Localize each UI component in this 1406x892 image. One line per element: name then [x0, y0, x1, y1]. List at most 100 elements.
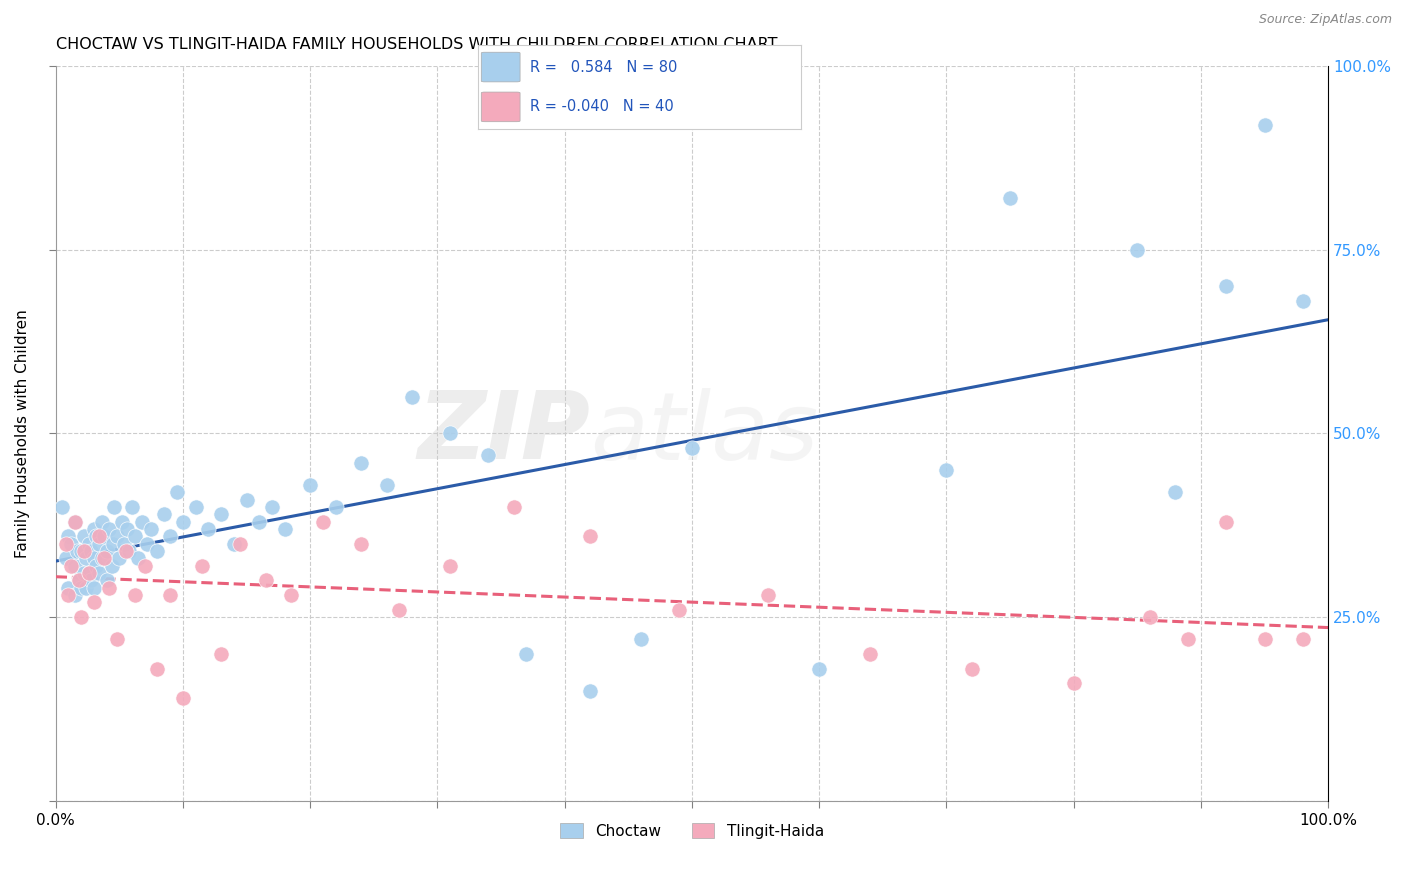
- FancyBboxPatch shape: [481, 53, 520, 82]
- Point: [93, 551, 115, 566]
- Point: [191, 558, 214, 573]
- Point: [1063, 676, 1085, 690]
- Point: [63, 515, 86, 529]
- Point: [63, 515, 86, 529]
- Point: [222, 536, 245, 550]
- Text: atlas: atlas: [591, 388, 818, 479]
- Point: [55, 536, 77, 550]
- Point: [73, 544, 96, 558]
- Point: [100, 558, 122, 573]
- Point: [209, 647, 232, 661]
- Point: [172, 691, 194, 706]
- Point: [153, 508, 176, 522]
- Point: [75, 551, 97, 566]
- Point: [439, 558, 461, 573]
- Point: [1139, 610, 1161, 624]
- Point: [58, 581, 80, 595]
- Point: [146, 662, 169, 676]
- Point: [108, 551, 131, 566]
- Point: [127, 551, 149, 566]
- Point: [1292, 294, 1315, 309]
- Point: [86, 529, 108, 543]
- Point: [280, 588, 302, 602]
- Point: [124, 529, 146, 543]
- Point: [166, 485, 188, 500]
- Point: [87, 566, 110, 580]
- Point: [63, 558, 86, 573]
- Text: R =   0.584   N = 80: R = 0.584 N = 80: [530, 60, 678, 75]
- Point: [1177, 632, 1199, 647]
- Point: [960, 662, 983, 676]
- Point: [350, 536, 373, 550]
- Point: [808, 662, 831, 676]
- Point: [502, 500, 524, 514]
- Point: [274, 522, 297, 536]
- Point: [1215, 515, 1237, 529]
- Point: [73, 566, 96, 580]
- Point: [1215, 279, 1237, 293]
- Point: [75, 581, 97, 595]
- Point: [439, 426, 461, 441]
- Point: [63, 588, 86, 602]
- Point: [477, 449, 499, 463]
- Point: [139, 522, 162, 536]
- Point: [90, 515, 112, 529]
- Point: [375, 478, 398, 492]
- Point: [115, 522, 138, 536]
- Legend: Choctaw, Tlingit-Haida: Choctaw, Tlingit-Haida: [554, 816, 830, 845]
- Point: [96, 574, 118, 588]
- Point: [668, 603, 690, 617]
- Point: [70, 581, 93, 595]
- Point: [66, 544, 89, 558]
- Point: [998, 191, 1021, 205]
- Text: Source: ZipAtlas.com: Source: ZipAtlas.com: [1258, 13, 1392, 27]
- Point: [83, 522, 105, 536]
- Point: [77, 566, 100, 580]
- Point: [299, 478, 322, 492]
- Point: [515, 647, 537, 661]
- Point: [77, 536, 100, 550]
- Point: [235, 492, 257, 507]
- Point: [159, 529, 181, 543]
- Y-axis label: Family Households with Children: Family Households with Children: [15, 309, 30, 558]
- Point: [312, 515, 335, 529]
- Point: [756, 588, 779, 602]
- Point: [114, 544, 136, 558]
- Point: [859, 647, 882, 661]
- Point: [105, 529, 128, 543]
- Point: [935, 463, 957, 477]
- Point: [93, 529, 115, 543]
- Point: [121, 500, 143, 514]
- Point: [325, 500, 347, 514]
- Text: CHOCTAW VS TLINGIT-HAIDA FAMILY HOUSEHOLDS WITH CHILDREN CORRELATION CHART: CHOCTAW VS TLINGIT-HAIDA FAMILY HOUSEHOL…: [56, 37, 778, 53]
- Point: [1292, 632, 1315, 647]
- Point: [146, 544, 169, 558]
- Point: [51, 500, 73, 514]
- Point: [1126, 243, 1149, 257]
- Point: [55, 551, 77, 566]
- Point: [209, 508, 232, 522]
- Point: [67, 574, 90, 588]
- Point: [254, 574, 277, 588]
- Point: [70, 610, 93, 624]
- Text: R = -0.040   N = 40: R = -0.040 N = 40: [530, 99, 673, 114]
- Point: [101, 536, 124, 550]
- Point: [197, 522, 219, 536]
- Point: [90, 551, 112, 566]
- Point: [103, 500, 125, 514]
- Point: [87, 529, 110, 543]
- Point: [86, 558, 108, 573]
- Point: [681, 441, 703, 455]
- Point: [80, 544, 103, 558]
- Point: [59, 536, 82, 550]
- Point: [1253, 118, 1275, 132]
- Point: [59, 558, 82, 573]
- Point: [87, 536, 110, 550]
- Point: [111, 515, 134, 529]
- Point: [184, 500, 207, 514]
- Point: [98, 581, 121, 595]
- Point: [630, 632, 652, 647]
- Point: [247, 515, 270, 529]
- Point: [80, 574, 103, 588]
- Point: [159, 588, 181, 602]
